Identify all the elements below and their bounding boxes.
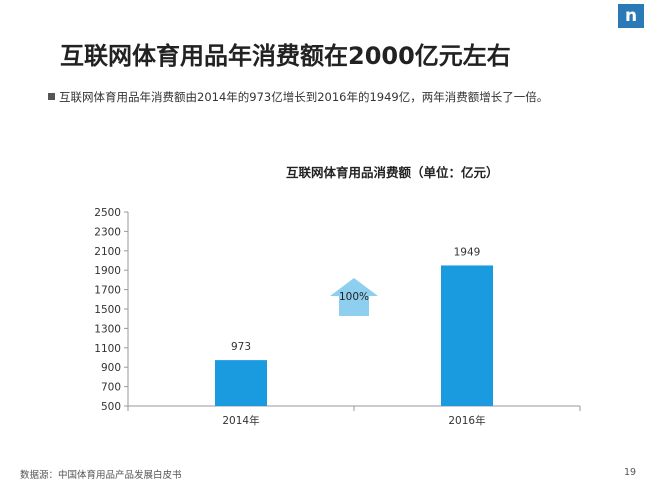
bar-value-label: 973 xyxy=(231,341,251,353)
bar xyxy=(441,265,493,406)
growth-arrow-icon xyxy=(330,278,378,316)
y-tick-label: 1300 xyxy=(94,323,121,335)
bar-value-label: 1949 xyxy=(454,246,481,258)
y-tick-label: 2100 xyxy=(94,246,121,258)
summary-text-content: 互联网体育用品年消费额由2014年的973亿增长到2016年的1949亿，两年消… xyxy=(59,90,549,104)
y-tick-label: 900 xyxy=(101,362,121,374)
y-tick-label: 1700 xyxy=(94,285,121,297)
y-tick-label: 2300 xyxy=(94,226,121,238)
y-tick-label: 2500 xyxy=(94,207,121,219)
chart-title: 互联网体育用品消费额（单位：亿元） xyxy=(286,165,499,180)
bar xyxy=(215,360,267,406)
page-title: 互联网体育用品年消费额在2000亿元左右 xyxy=(60,42,511,70)
page-number: 19 xyxy=(624,467,637,478)
y-tick-label: 1900 xyxy=(94,265,121,277)
x-category-label: 2016年 xyxy=(448,414,485,427)
y-tick-label: 500 xyxy=(101,401,121,413)
growth-percent-label: 100% xyxy=(339,291,369,303)
x-category-label: 2014年 xyxy=(222,414,259,427)
brand-logo: n xyxy=(618,4,644,28)
y-tick-label: 1100 xyxy=(94,343,121,355)
data-source: 数据源：中国体育用品产品发展白皮书 xyxy=(20,470,182,481)
y-tick-label: 700 xyxy=(101,382,121,394)
y-tick-label: 1500 xyxy=(94,304,121,316)
summary-text: 互联网体育用品年消费额由2014年的973亿增长到2016年的1949亿，两年消… xyxy=(48,89,548,105)
bullet-icon xyxy=(48,93,55,100)
